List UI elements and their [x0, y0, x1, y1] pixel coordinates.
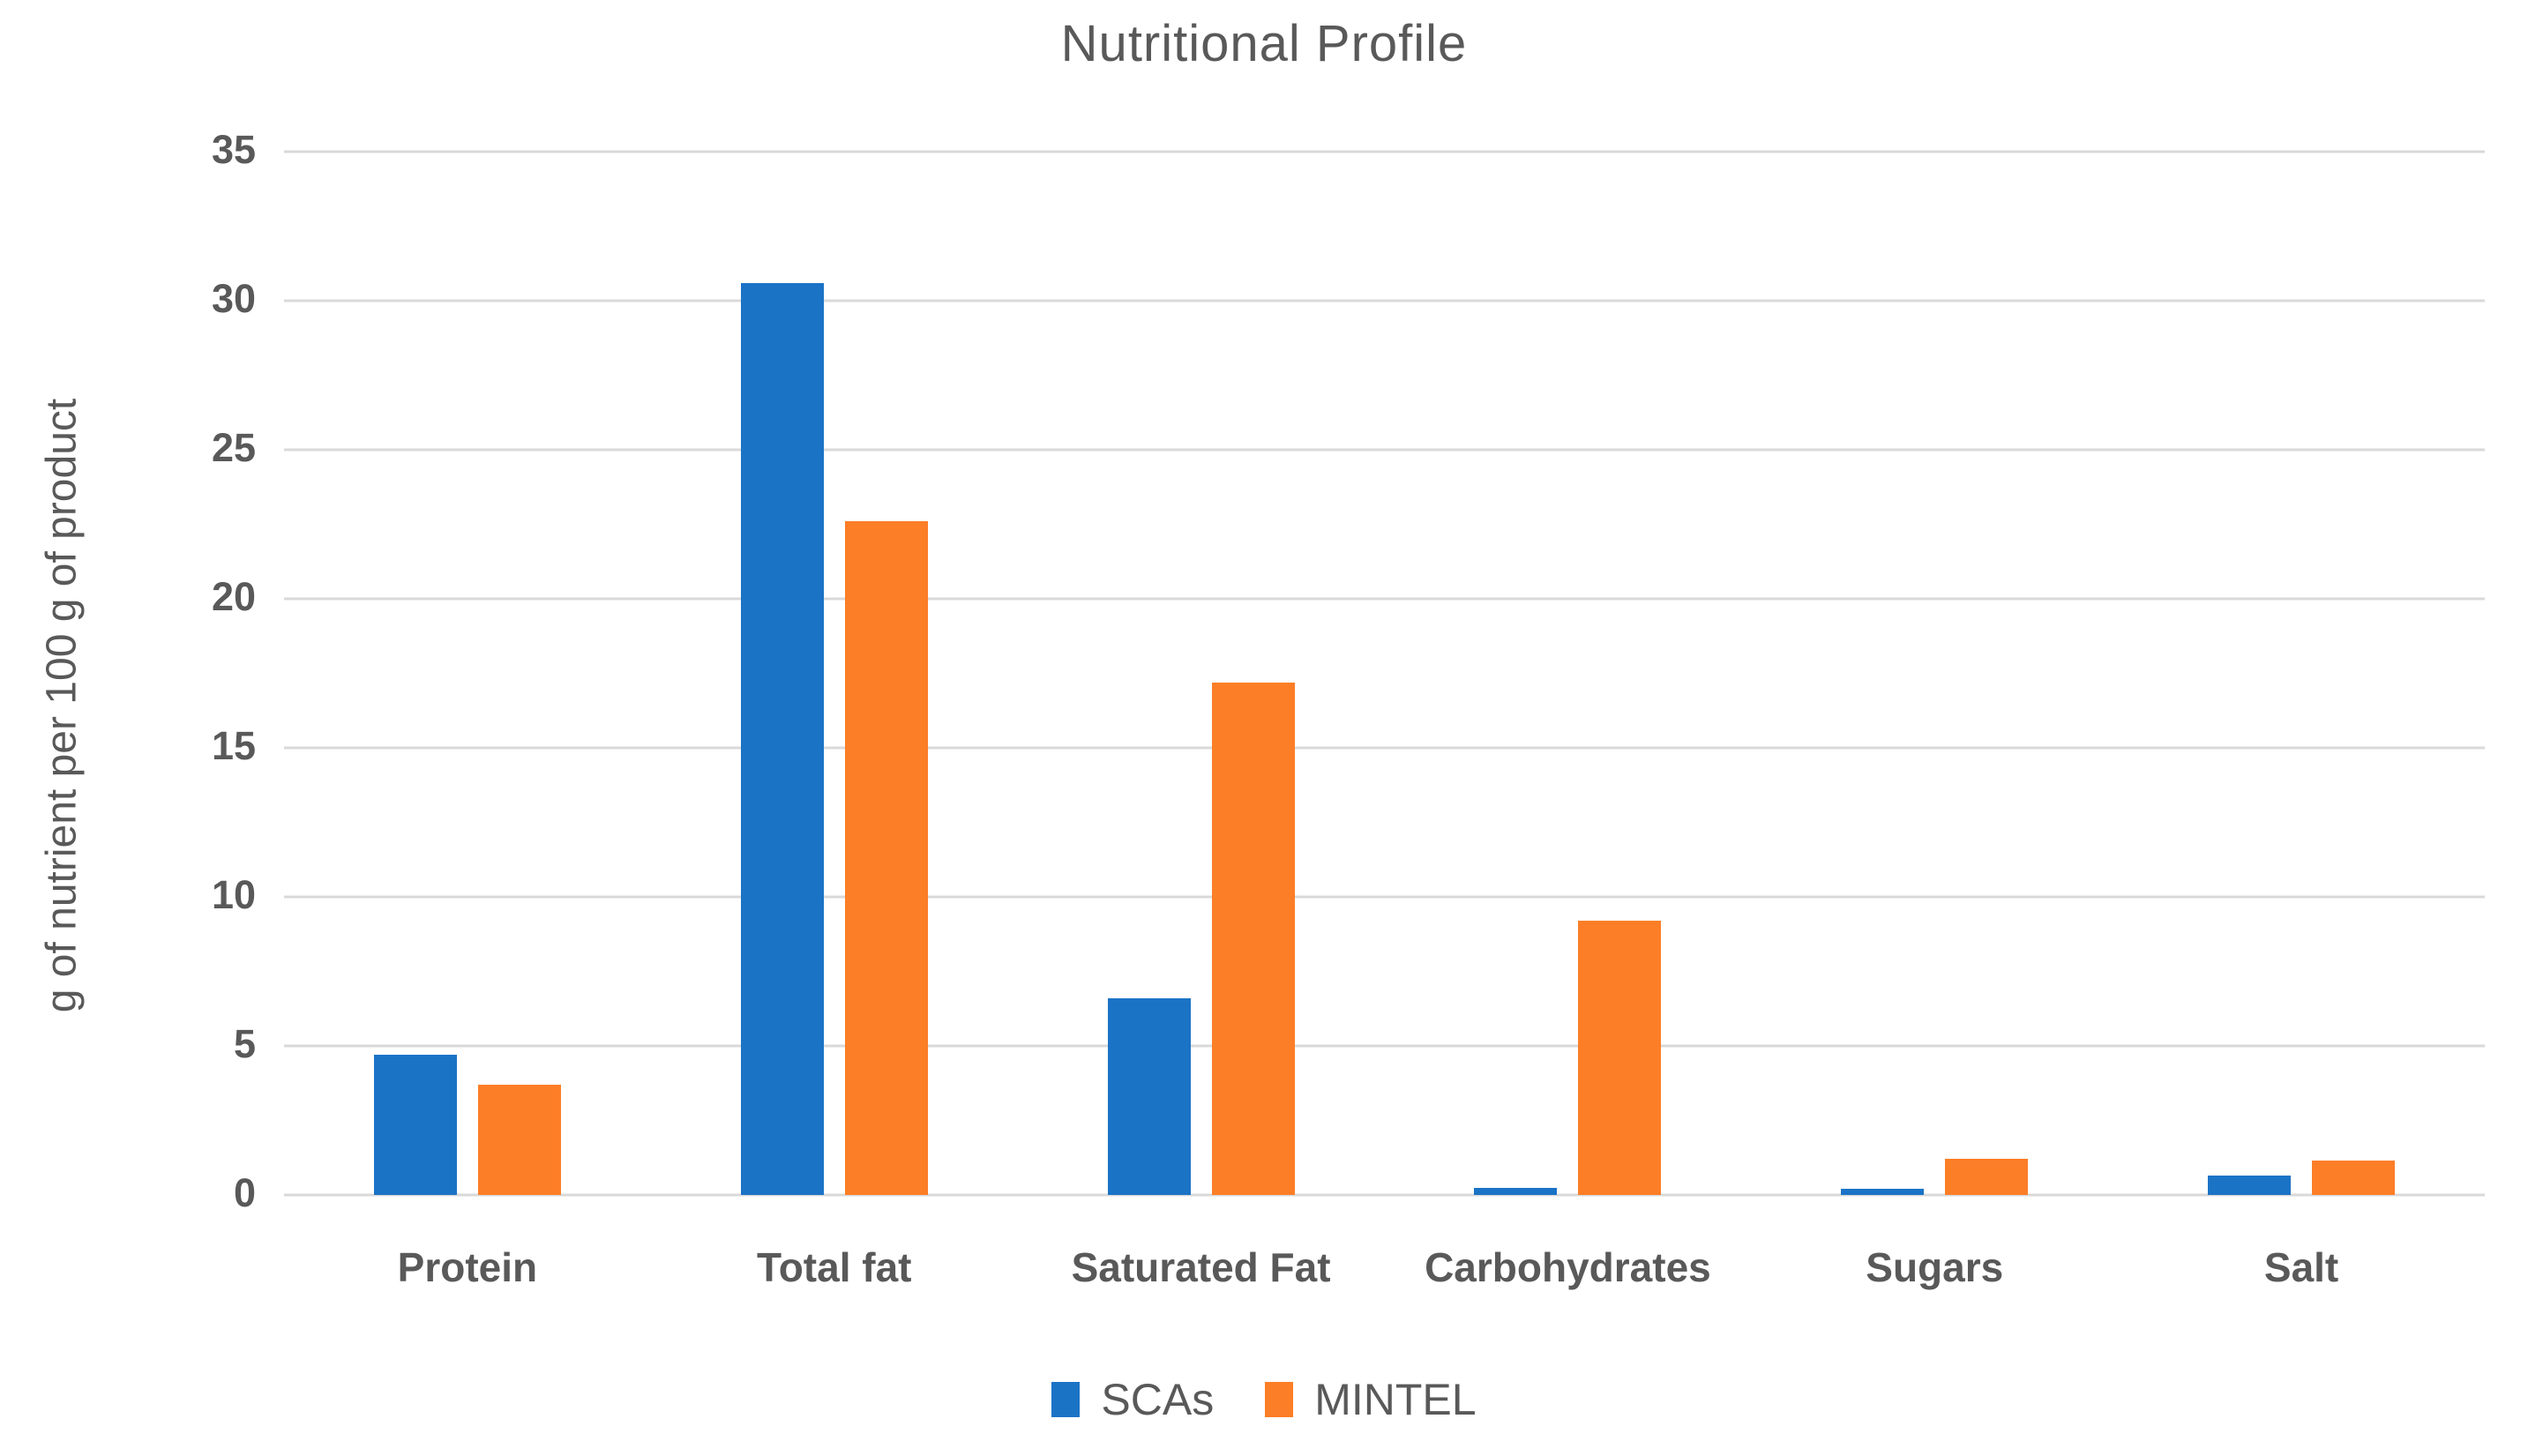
y-tick-label-15: 15	[211, 722, 256, 768]
y-tick-label-25: 25	[211, 424, 256, 470]
gridline-y-10	[284, 895, 2485, 899]
category-label-total-fat: Total fat	[757, 1244, 912, 1290]
gridline-y-0	[284, 1193, 2485, 1197]
y-tick-label-20: 20	[211, 573, 256, 619]
bar-scas-salt	[2208, 1176, 2292, 1195]
bar-scas-sugars	[1841, 1189, 1925, 1195]
bar-mintel-salt	[2312, 1161, 2396, 1195]
legend: SCAs MINTEL	[0, 1374, 2528, 1425]
legend-swatch-scas	[1051, 1382, 1081, 1417]
bar-scas-protein	[373, 1055, 457, 1195]
y-tick-label-0: 0	[233, 1169, 256, 1215]
gridline-y-15	[284, 746, 2485, 750]
gridline-y-25	[284, 448, 2485, 452]
plot-area	[284, 150, 2485, 1197]
y-tick-label-35: 35	[211, 126, 256, 172]
y-tick-label-5: 5	[233, 1020, 256, 1066]
legend-label-scas: SCAs	[1101, 1375, 1215, 1424]
bar-mintel-saturated-fat	[1211, 682, 1295, 1195]
y-tick-label-30: 30	[211, 275, 256, 321]
category-label-saturated-fat: Saturated Fat	[1071, 1244, 1331, 1290]
category-label-protein: Protein	[397, 1244, 538, 1290]
bar-scas-saturated-fat	[1107, 997, 1191, 1195]
category-label-salt: Salt	[2263, 1244, 2339, 1290]
y-tick-label-10: 10	[211, 871, 256, 917]
bar-mintel-sugars	[1945, 1159, 2029, 1195]
bar-scas-carbohydrates	[1474, 1187, 1558, 1195]
bar-scas-total-fat	[740, 282, 824, 1195]
legend-item-scas: SCAs	[1051, 1374, 1214, 1425]
gridline-y-35	[284, 150, 2485, 153]
category-label-carbohydrates: Carbohydrates	[1425, 1244, 1711, 1290]
legend-item-mintel: MINTEL	[1265, 1374, 1477, 1425]
bar-mintel-total-fat	[844, 521, 928, 1195]
gridline-y-5	[284, 1044, 2485, 1048]
gridline-y-20	[284, 597, 2485, 601]
bar-mintel-carbohydrates	[1578, 921, 1662, 1195]
chart-title: Nutritional Profile	[1060, 15, 1468, 72]
y-axis-title: g of nutrient per 100 g of product	[38, 398, 86, 1013]
legend-swatch-mintel	[1265, 1382, 1294, 1417]
gridline-y-30	[284, 299, 2485, 302]
bar-mintel-protein	[477, 1084, 561, 1195]
legend-label-mintel: MINTEL	[1314, 1375, 1477, 1424]
category-label-sugars: Sugars	[1866, 1244, 2004, 1290]
